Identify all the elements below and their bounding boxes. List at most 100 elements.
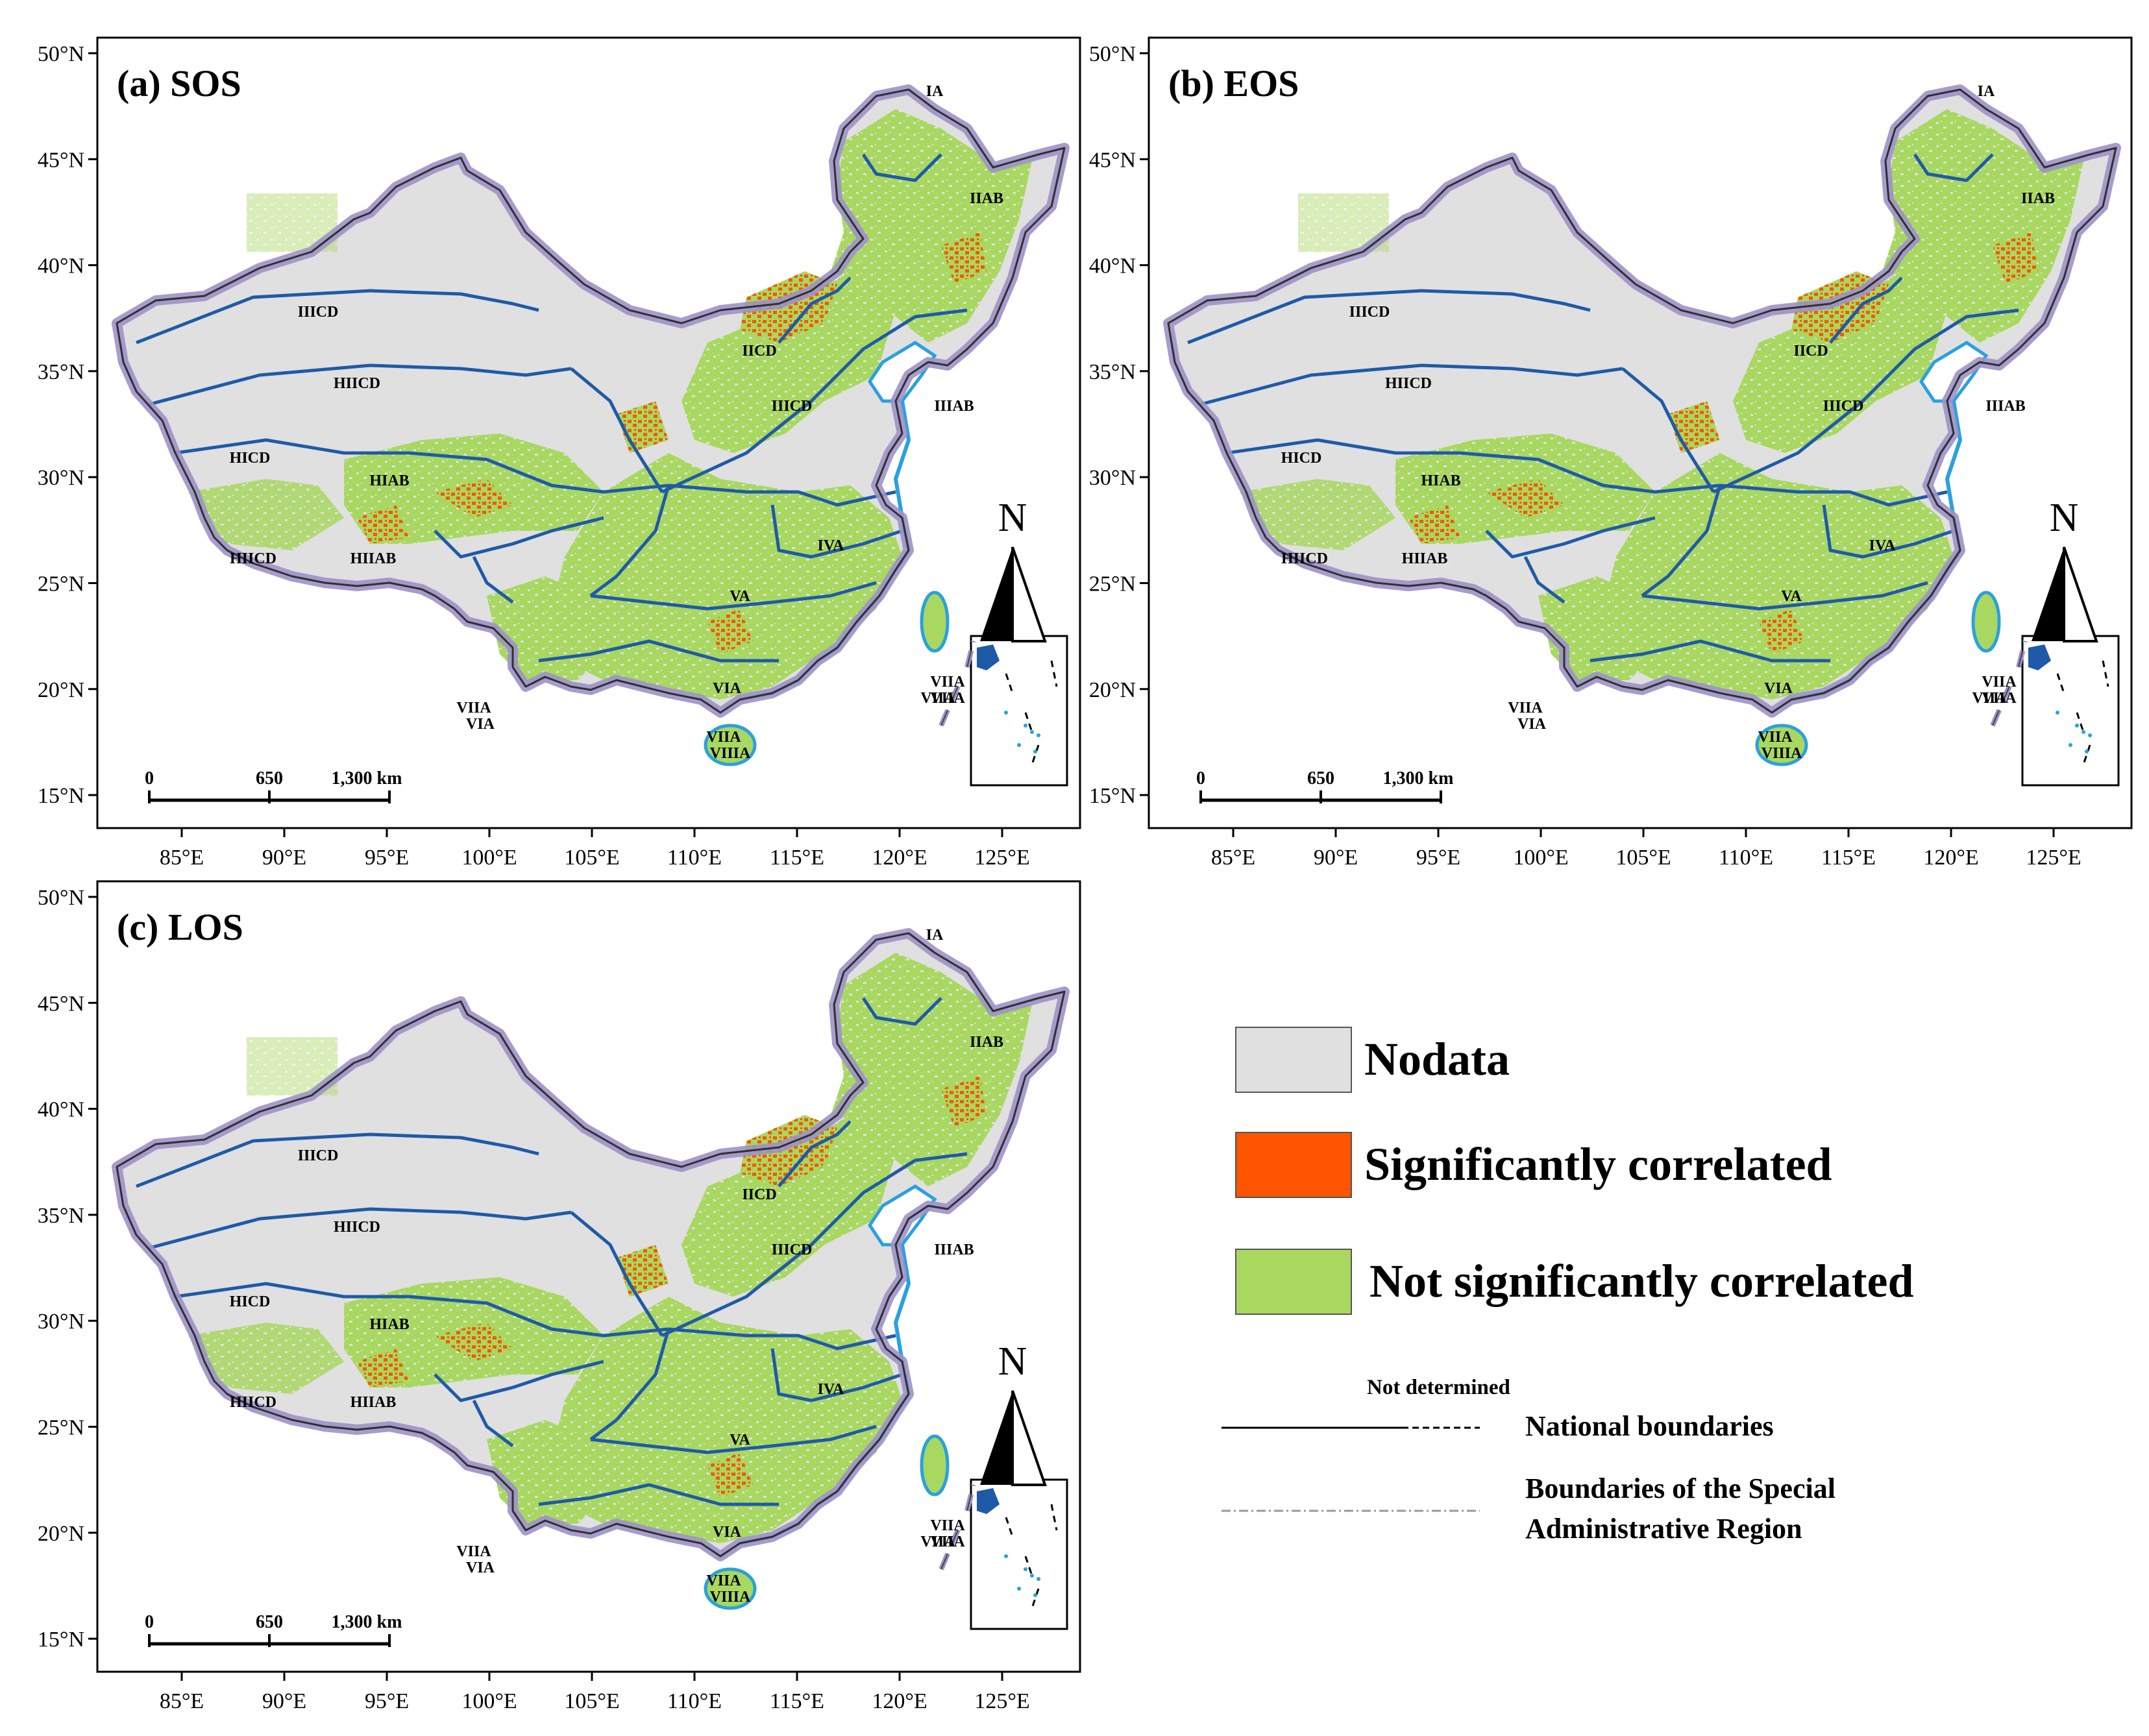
lon-tick-label: 115°E [770, 846, 824, 870]
legend-label-nodata: Nodata [1364, 1033, 1510, 1085]
zone-label: HIICD [334, 375, 380, 392]
lon-tick-label: 120°E [1923, 846, 1978, 870]
zone-label: IIAB [2021, 190, 2055, 207]
zone-label: VIIA [1758, 729, 1793, 746]
zone-label: VIIA [930, 1534, 965, 1550]
zone-label: HIIAB [350, 550, 397, 567]
lon-tick-label: 85°E [160, 846, 204, 870]
zone-label: VIIA [930, 674, 965, 691]
lat-tick-label: 35°N [1089, 360, 1136, 384]
lat-tick-label: 50°N [38, 886, 84, 910]
legend-swatch-significant [1235, 1132, 1352, 1198]
zone-label: VIA [466, 716, 495, 733]
lat-tick-label: 15°N [38, 1628, 84, 1652]
zone-label: IIIAB [1985, 398, 2025, 415]
lat-tick-label: 40°N [1089, 254, 1136, 278]
zone-label: IA [926, 927, 944, 944]
lat-tick-label: 30°N [38, 466, 84, 490]
scale-label: 650 [256, 768, 283, 789]
zone-label: IIIAB [934, 1241, 974, 1258]
lon-tick-label: 85°E [1211, 846, 1255, 870]
zone-label: IIICD [298, 304, 339, 321]
zone-label: VA [730, 1432, 750, 1449]
zone-label: VIIIA [710, 1589, 751, 1606]
lat-tick-label: 25°N [1089, 572, 1136, 596]
zone-label: HICD [230, 450, 271, 467]
lon-tick-label: 90°E [262, 846, 306, 870]
zone-label: HIICD [230, 1394, 276, 1411]
lat-tick-label: 30°N [38, 1310, 84, 1334]
north-arrow-icon: N [2032, 496, 2098, 642]
scale-label: 0 [145, 768, 154, 789]
zone-label: HIICD [334, 1219, 380, 1236]
zone-label: IIICD [772, 1241, 813, 1258]
map-panel-3: (c) LOS 50°N 45°N 40°N 35°N 30°N 25°N 20°N 15°N 8… [38, 880, 1081, 1713]
legend-label-national-boundaries: National boundaries [1525, 1410, 1774, 1442]
lon-tick-label: 90°E [262, 1689, 306, 1713]
lat-tick-label: 20°N [38, 678, 84, 702]
zone-label: IIIAB [934, 398, 974, 415]
lat-tick-label: 25°N [38, 1416, 84, 1440]
panel-title: (b) EOS [1168, 62, 1299, 104]
lon-tick-label: 115°E [770, 1689, 824, 1713]
zone-label: IIAB [970, 190, 1003, 207]
scale-bar: 0 650 1,300 km [145, 768, 402, 803]
scale-bar: 0 650 1,300 km [1196, 768, 1453, 803]
zone-label: VIA [1517, 716, 1547, 733]
lon-tick-label: 90°E [1314, 846, 1358, 870]
zone-label: HIICD [230, 550, 276, 567]
lon-tick-label: 105°E [564, 846, 619, 870]
lat-tick-label: 20°N [38, 1522, 84, 1546]
lon-tick-label: 110°E [667, 1689, 722, 1713]
lon-tick-label: 110°E [667, 846, 722, 870]
legend: Nodata Significantly correlated Not sign… [1222, 1027, 1914, 1545]
zone-label: IIICD [1823, 398, 1864, 415]
lon-tick-label: 110°E [1719, 846, 1773, 870]
lat-tick-label: 35°N [38, 360, 84, 384]
panel-title: (c) LOS [117, 906, 243, 948]
zone-label: VIIA [920, 690, 955, 707]
zone-label: HIICD [1281, 550, 1328, 567]
zone-label: VIIA [456, 700, 491, 716]
lat-tick-label: 30°N [1089, 466, 1136, 490]
legend-label-sar-line2: Administrative Region [1525, 1513, 1802, 1545]
lon-tick-label: 100°E [461, 1689, 517, 1713]
map-panel-2: (b) EOS 50°N 45°N 40°N 35°N 30°N 25°N 20°N 15°N 8… [1089, 36, 2133, 870]
zone-label: VIA [713, 680, 742, 697]
zone-label: IICD [742, 1186, 776, 1203]
zone-label: IVA [818, 537, 845, 554]
zone-label: VIIA [706, 1572, 741, 1589]
zone-label: VIIIA [1762, 745, 1802, 762]
lon-tick-label: 125°E [974, 846, 1029, 870]
zone-label: IIICD [772, 398, 813, 415]
zone-label: VIIA [706, 729, 741, 746]
lat-tick-label: 45°N [38, 148, 84, 172]
zone-label: VIIA [1972, 690, 2007, 707]
legend-label-significant: Significantly correlated [1364, 1138, 1832, 1190]
lat-tick-label: 15°N [38, 784, 84, 808]
lat-tick-label: 20°N [1089, 678, 1136, 702]
lat-tick-label: 50°N [1089, 42, 1136, 66]
zone-label: IVA [1869, 537, 1897, 554]
scale-label: 1,300 km [1383, 768, 1454, 789]
zone-label: IIICD [298, 1147, 339, 1164]
lon-tick-label: 120°E [872, 1689, 927, 1713]
zone-label: HIAB [369, 1316, 409, 1333]
lat-tick-label: 45°N [38, 992, 84, 1016]
legend-swatch-nodata [1235, 1027, 1352, 1093]
zone-label: IICD [1793, 343, 1828, 360]
scale-label: 1,300 km [332, 1612, 402, 1632]
lon-tick-label: 95°E [365, 846, 409, 870]
zone-label: VIIA [1508, 700, 1543, 716]
zone-label: VA [730, 588, 750, 605]
scale-label: 0 [1196, 768, 1205, 789]
legend-swatch-not-significant [1235, 1249, 1352, 1315]
zone-label: HIIAB [350, 1394, 397, 1411]
zone-label: IIICD [1349, 304, 1390, 321]
zone-label: HIAB [369, 472, 409, 489]
zone-label: IICD [742, 343, 776, 360]
lat-tick-label: 45°N [1089, 148, 1136, 172]
lon-tick-label: 95°E [1416, 846, 1460, 870]
svg-text:N: N [998, 1339, 1027, 1384]
